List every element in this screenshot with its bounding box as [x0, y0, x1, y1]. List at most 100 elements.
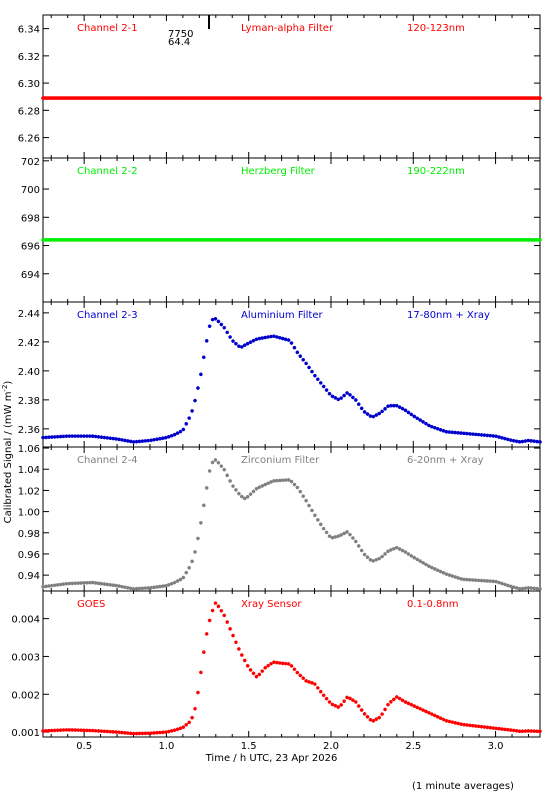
data-point	[430, 96, 435, 100]
data-point	[118, 96, 123, 100]
data-point	[265, 96, 270, 100]
data-point	[490, 238, 495, 242]
data-point	[222, 96, 226, 100]
data-point	[123, 585, 127, 590]
data-point	[428, 96, 433, 100]
data-point	[140, 96, 145, 100]
data-point	[154, 238, 159, 242]
data-point	[122, 96, 127, 100]
data-point	[216, 238, 220, 242]
data-point	[401, 96, 405, 100]
data-point	[204, 632, 209, 636]
data-point	[79, 434, 83, 438]
data-point	[212, 238, 216, 242]
data-point	[168, 96, 173, 100]
data-point	[51, 96, 55, 100]
data-point	[321, 96, 326, 100]
data-point	[125, 439, 130, 443]
data-point	[520, 729, 525, 734]
data-point	[67, 728, 72, 732]
data-point	[414, 96, 419, 100]
data-point	[152, 437, 156, 442]
data-point	[473, 724, 478, 728]
data-point	[289, 238, 294, 242]
data-point	[351, 238, 355, 242]
y-tick-label: 694	[21, 270, 40, 281]
data-point	[301, 238, 306, 242]
data-point	[78, 96, 83, 100]
data-point	[278, 335, 282, 340]
data-point	[356, 704, 361, 708]
data-point	[422, 238, 427, 242]
panel-3: 2.44 2.42 2.40 2.38 2.36 Channel 2-3 Aluminium…	[18, 301, 542, 448]
data-point	[516, 238, 520, 242]
data-point	[210, 238, 214, 242]
data-point	[488, 96, 493, 100]
data-point	[480, 96, 485, 100]
data-point	[418, 559, 422, 563]
data-point	[385, 96, 389, 100]
data-point	[476, 724, 481, 729]
data-point	[324, 388, 329, 392]
data-point	[126, 96, 131, 100]
y-tick-label: 6.30	[18, 79, 40, 90]
data-point	[186, 238, 190, 242]
data-point	[254, 674, 259, 679]
data-point	[317, 96, 322, 100]
data-point	[520, 586, 525, 591]
data-point	[498, 238, 503, 242]
data-point	[310, 369, 314, 374]
data-point	[301, 357, 305, 362]
data-point	[485, 725, 490, 730]
data-point	[435, 568, 440, 573]
data-point	[427, 564, 431, 568]
data-point	[361, 238, 365, 242]
data-point	[210, 317, 215, 322]
data-point	[323, 238, 328, 242]
series-marks	[41, 238, 542, 242]
data-point	[114, 583, 118, 588]
data-point	[176, 238, 181, 242]
data-point	[172, 96, 177, 100]
data-point	[458, 238, 463, 242]
data-point	[412, 555, 417, 560]
data-point	[518, 238, 522, 242]
data-point	[402, 238, 407, 242]
data-point	[339, 703, 343, 707]
data-point	[435, 426, 440, 431]
data-point	[117, 730, 121, 735]
data-point	[47, 435, 51, 440]
data-point	[201, 503, 206, 508]
data-point	[448, 238, 453, 242]
data-point	[381, 96, 385, 100]
y-tick-label: 0.003	[11, 652, 40, 663]
data-point	[522, 96, 526, 100]
data-point	[105, 729, 110, 734]
data-point	[316, 518, 320, 522]
data-point	[53, 238, 57, 242]
data-point	[64, 434, 69, 439]
data-point	[85, 728, 89, 733]
data-point	[526, 238, 530, 242]
data-point	[403, 700, 408, 704]
data-point	[137, 586, 142, 591]
data-point	[472, 96, 477, 100]
data-point	[373, 238, 377, 242]
data-point	[150, 238, 155, 242]
data-point	[204, 238, 208, 242]
data-point	[367, 238, 371, 242]
data-point	[389, 403, 393, 408]
data-point	[280, 478, 285, 483]
data-point	[134, 238, 139, 242]
y-tick-label: 702	[21, 157, 40, 168]
data-point	[279, 238, 284, 242]
data-point	[190, 238, 194, 242]
data-point	[204, 339, 209, 343]
data-point	[506, 437, 510, 442]
data-point	[166, 238, 171, 242]
data-point	[70, 238, 75, 242]
data-point	[128, 96, 133, 100]
data-point	[120, 238, 125, 242]
y-axis-label: Calibrated Signal / (mW m-2)	[1, 381, 14, 524]
data-point	[273, 238, 278, 242]
